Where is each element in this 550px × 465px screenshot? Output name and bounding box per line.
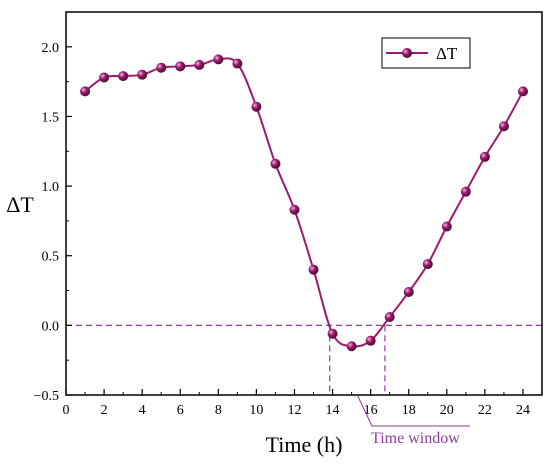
legend-marker-sample	[402, 48, 412, 58]
data-point	[270, 158, 281, 169]
data-point	[251, 101, 262, 112]
y-tick-label: 0.0	[42, 319, 60, 334]
time-window-annotation: Time window	[356, 394, 470, 447]
annotation-arrow-line	[356, 394, 373, 427]
y-tick-label: 1.5	[42, 110, 60, 125]
legend: ΔT	[381, 37, 471, 69]
y-tick-label: 1.0	[42, 180, 60, 195]
data-point	[232, 58, 243, 69]
x-axis-title: Time (h)	[266, 432, 343, 457]
data-point	[365, 335, 376, 346]
y-tick-label: −0.5	[34, 389, 59, 404]
y-tick-label: 2.0	[42, 41, 60, 56]
x-tick-label: 18	[402, 403, 416, 418]
x-tick-label: 16	[364, 403, 378, 418]
data-point	[517, 86, 528, 97]
data-point	[384, 312, 395, 323]
annotation-label: Time window	[371, 430, 460, 447]
x-tick-label: 2	[101, 403, 108, 418]
data-point	[118, 71, 129, 82]
plot-frame	[65, 11, 543, 396]
x-tick-label: 8	[215, 403, 222, 418]
x-tick-label: 24	[516, 403, 530, 418]
data-point	[422, 259, 433, 270]
data-point	[441, 221, 452, 232]
x-tick-label: 20	[440, 403, 454, 418]
data-point	[194, 59, 205, 70]
data-point	[175, 61, 186, 72]
data-point	[479, 151, 490, 162]
data-point	[498, 121, 509, 132]
x-axis: 0 2 4 6 8 10 12 14 16 18 20 22 24	[63, 389, 530, 418]
data-point	[80, 86, 91, 97]
x-tick-label: 22	[478, 403, 492, 418]
data-point	[308, 264, 319, 275]
y-axis: −0.5 0.0 0.5 1.0 1.5 2.0	[34, 41, 72, 404]
x-tick-label: 14	[326, 403, 340, 418]
data-point	[99, 72, 110, 83]
x-tick-label: 4	[139, 403, 146, 418]
data-point	[137, 69, 148, 80]
data-point	[213, 54, 224, 65]
x-tick-label: 0	[63, 403, 70, 418]
x-tick-label: 12	[287, 403, 301, 418]
y-tick-label: 0.5	[42, 250, 60, 265]
data-point	[403, 286, 414, 297]
legend-entry-label: ΔT	[436, 44, 458, 63]
data-point	[327, 328, 338, 339]
data-point	[346, 341, 357, 352]
y-axis-title: ΔT	[6, 192, 34, 217]
data-point	[289, 204, 300, 215]
x-tick-label: 10	[249, 403, 263, 418]
x-tick-label: 6	[177, 403, 184, 418]
data-point	[460, 186, 471, 197]
data-point	[156, 62, 167, 73]
series-layer	[80, 54, 528, 352]
